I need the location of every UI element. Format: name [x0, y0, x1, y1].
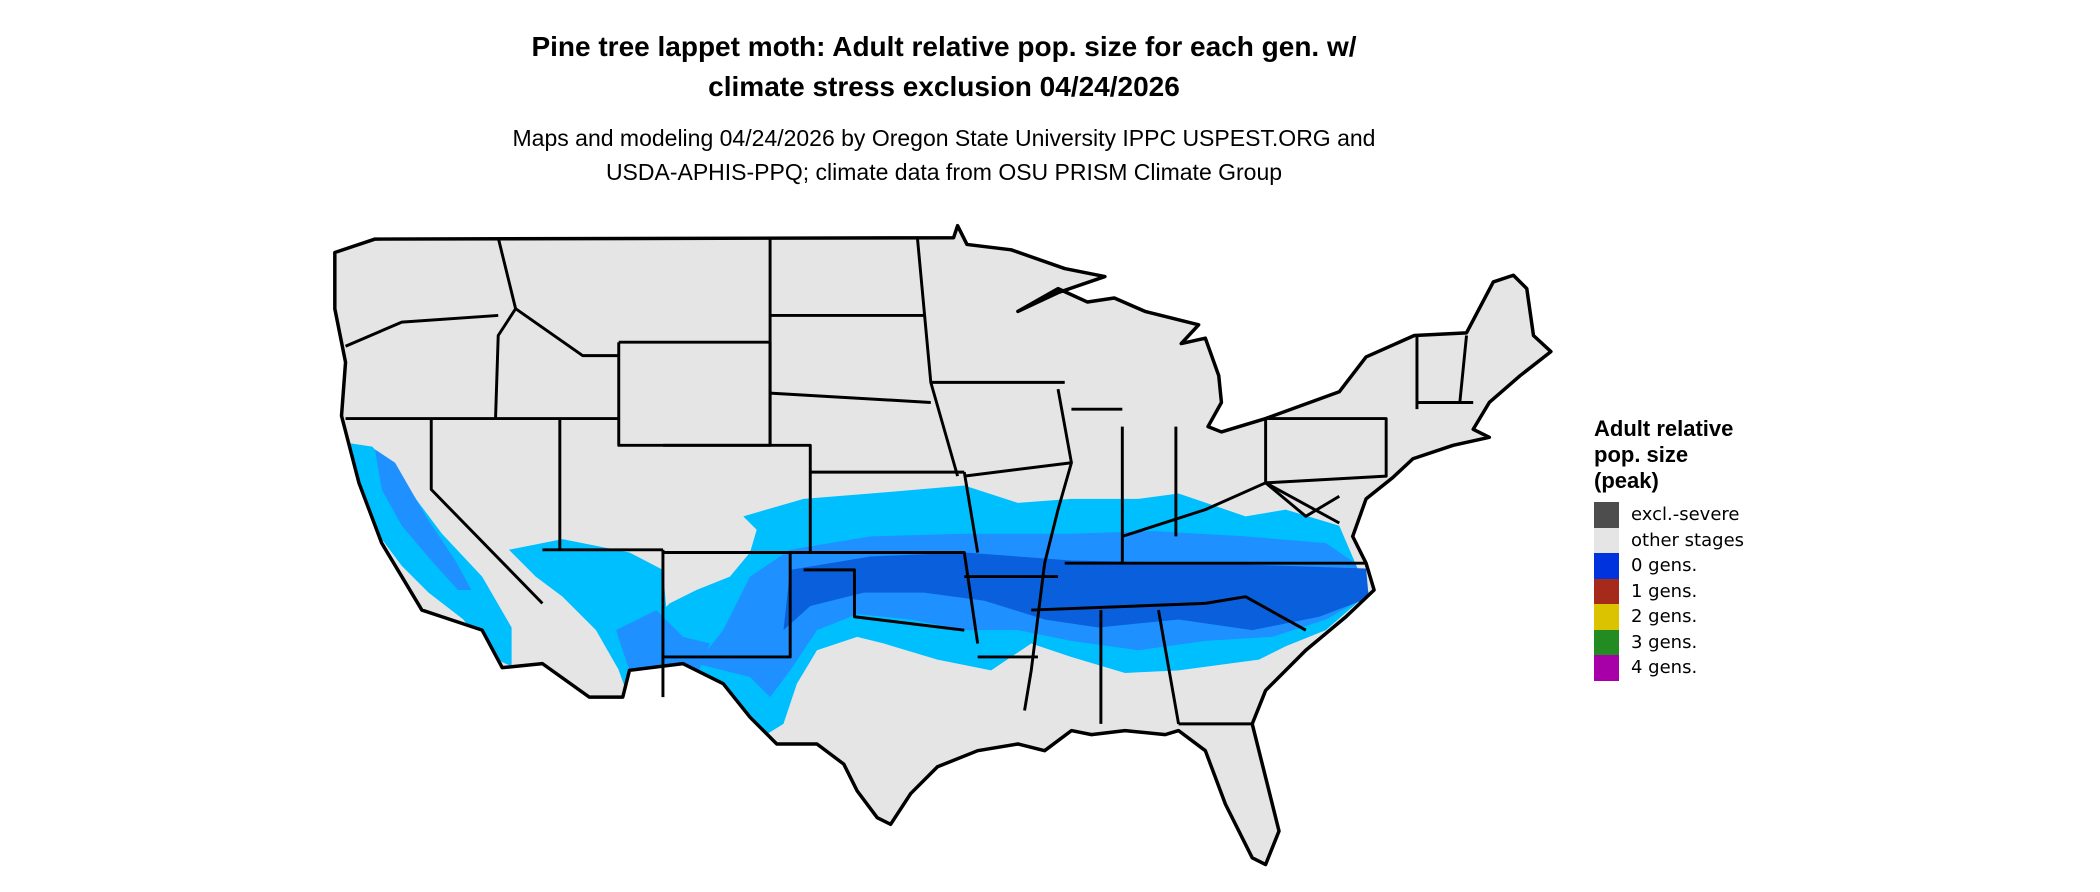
state-border-wa-or — [344, 313, 499, 348]
legend-swatch — [1594, 629, 1619, 655]
state-border-ks-mo — [962, 471, 980, 553]
legend-item: 4 gens. — [1594, 655, 1744, 681]
us-national-border — [333, 223, 1553, 867]
map-subtitle-line-2: USDA-APHIS-PPQ; climate data from OSU PR… — [605, 159, 1283, 185]
legend-swatch — [1594, 527, 1619, 553]
state-borders — [344, 237, 1474, 726]
state-border-ca-nv — [429, 418, 544, 605]
state-border-sd-ne — [770, 391, 931, 404]
legend-swatch — [1594, 655, 1619, 681]
state-border-vt-nh — [1458, 335, 1468, 403]
legend-item: other stages — [1594, 527, 1745, 553]
state-border-ia-mo — [964, 461, 1072, 478]
legend-swatch — [1594, 502, 1619, 528]
population-layer — [345, 442, 1369, 735]
state-border-ms-river — [1023, 388, 1073, 711]
legend-item: 1 gens. — [1594, 578, 1744, 604]
state-border-al-ga — [1157, 609, 1181, 725]
state-border-or-id — [494, 237, 518, 419]
legend-label: 0 gens. — [1631, 555, 1698, 577]
zone-dark-blue-california — [375, 449, 472, 590]
legend-swatch — [1594, 578, 1619, 604]
state-border-tn-s — [1031, 601, 1206, 612]
legend-title-line: Adult relative — [1594, 416, 1734, 441]
legend-label: other stages — [1631, 529, 1745, 551]
zone-dark-blue-southern-band — [783, 552, 1369, 631]
state-border-co — [662, 443, 812, 554]
legend-title-line: pop. size — [1594, 442, 1689, 467]
map-subtitle-line-1: Maps and modeling 04/24/2026 by Oregon S… — [512, 125, 1376, 151]
legend-label: 2 gens. — [1631, 606, 1698, 628]
state-border-ky — [1121, 481, 1340, 538]
legend-title-line: (peak) — [1594, 468, 1659, 493]
state-border-id-mt — [514, 307, 619, 358]
state-border-nm-tx — [662, 552, 792, 659]
legend-item: 2 gens. — [1594, 604, 1744, 630]
legend-item: 0 gens. — [1594, 553, 1744, 579]
state-border-nc-sc — [1205, 595, 1307, 632]
legend-label: excl.-severe — [1631, 504, 1740, 526]
map-title-line-1: Pine tree lappet moth: Adult relative po… — [531, 31, 1357, 62]
legend-label: 4 gens. — [1631, 657, 1698, 679]
legend-item: excl.-severe — [1594, 502, 1744, 528]
state-border-pa — [1265, 417, 1388, 485]
legend-label: 3 gens. — [1631, 631, 1698, 653]
map-title-line-2: climate stress exclusion 04/24/2026 — [708, 71, 1180, 102]
legend-label: 1 gens. — [1631, 580, 1698, 602]
state-border-ok-tx — [803, 568, 965, 632]
legend-swatch — [1594, 553, 1619, 579]
legend-item: 3 gens. — [1594, 629, 1744, 655]
state-border-wv-va — [1264, 481, 1341, 518]
state-border-ok — [790, 550, 980, 644]
legend: Adult relative pop. size (peak) excl.-se… — [1594, 416, 1744, 681]
legend-title: Adult relative pop. size (peak) — [1594, 416, 1744, 494]
legend-swatch — [1594, 604, 1619, 630]
